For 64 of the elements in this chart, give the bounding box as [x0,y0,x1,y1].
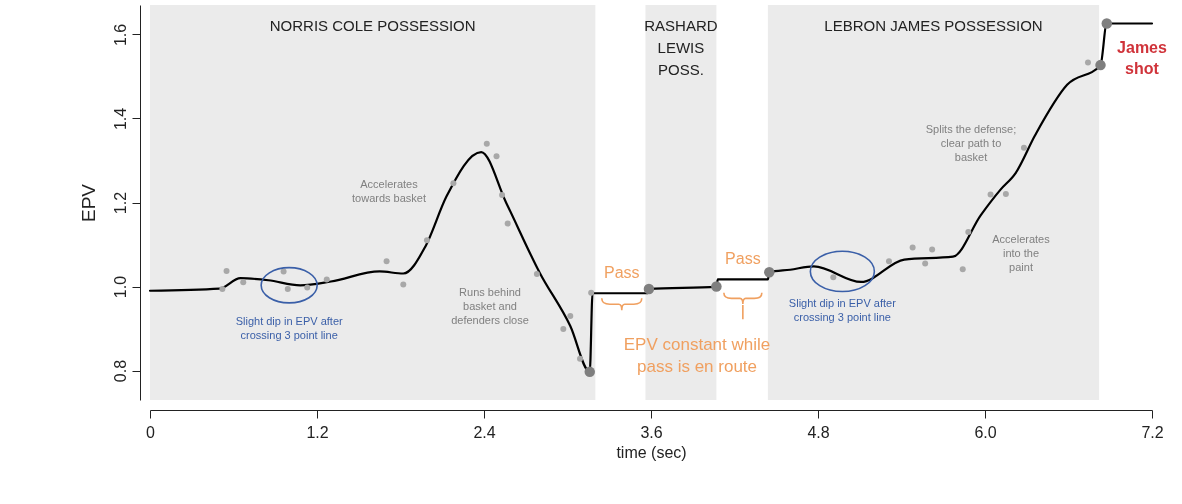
x-axis-title: time (sec) [616,443,687,461]
annotation: Accelerates towards basket [352,178,426,204]
annotation: Runs behind basket and defenders close [451,286,529,326]
point [965,228,972,235]
point [1002,191,1009,198]
x-tick-label: 3.6 [640,423,663,441]
annotation: EPV constant while pass is en route [623,335,771,376]
point [830,274,837,281]
point [959,266,966,273]
point [499,191,506,198]
point [323,276,330,283]
annotation: Accelerates into the paint [992,233,1051,273]
annotation: Pass [603,264,640,282]
annotation: James shot [1117,39,1168,77]
band-label: NORRIS COLE POSSESSION [269,17,476,34]
point [280,268,287,275]
point [577,355,584,362]
x-tick-label: 6.0 [974,423,997,441]
y-tick-label: 1.0 [111,275,129,299]
point [240,279,247,286]
y-axis-title: EPV [77,183,99,223]
point [885,258,892,265]
band-label: LEBRON JAMES POSSESSION [824,17,1043,34]
x-tick-label: 4.8 [807,423,830,441]
point [567,312,574,319]
y-tick-label: 1.4 [111,107,129,131]
point [711,281,722,292]
point [383,258,390,265]
point [423,237,430,244]
point [223,268,230,274]
point [533,270,540,277]
x-tick-label: 0 [146,423,156,441]
point [1020,144,1027,151]
point [1095,59,1106,71]
point [284,286,291,293]
point [219,286,226,293]
point [493,153,500,160]
point [909,244,916,251]
point [304,284,311,291]
x-tick-label: 2.4 [473,423,496,441]
annotation: Slight dip in EPV after crossing 3 point line [235,315,343,342]
point [560,325,567,332]
point [922,260,929,267]
point [584,366,596,378]
y-tick-label: 1.2 [111,191,129,215]
point [588,289,595,296]
point [450,180,457,187]
point [643,283,655,295]
point [483,140,490,147]
point [1101,18,1113,29]
point [504,220,511,227]
annotation: Splits the defense; clear path to basket [925,123,1017,163]
band-label: RASHARD LEWIS POSS. [644,17,718,78]
y-tick-label: 0.8 [111,359,129,383]
point [1084,59,1091,66]
x-tick-label: 1.2 [306,423,329,441]
point [987,191,994,198]
point [400,281,407,288]
point [929,246,936,253]
y-tick-label: 1.6 [111,23,129,47]
x-tick-label: 7.2 [1141,423,1164,441]
point [764,267,775,278]
annotation: Slight dip in EPV after crossing 3 point line [788,297,897,324]
annotation: Pass [725,250,761,268]
